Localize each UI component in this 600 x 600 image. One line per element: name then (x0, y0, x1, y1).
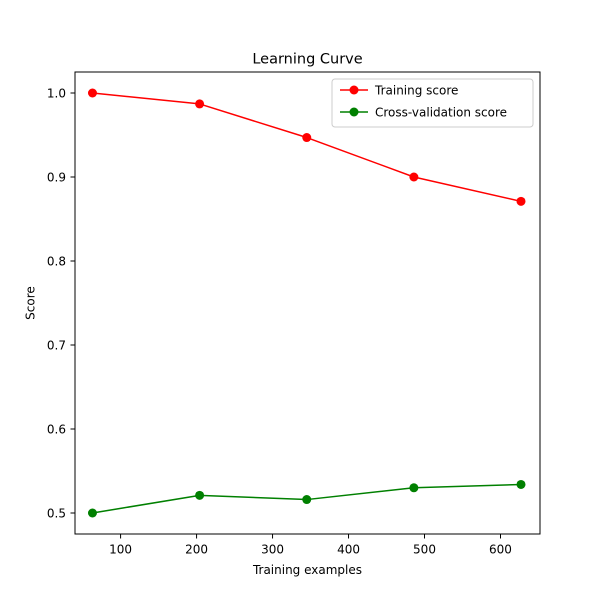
x-tick-label: 500 (413, 543, 436, 557)
legend-cv-label: Cross-validation score (375, 106, 507, 120)
x-axis-label: Training examples (252, 563, 362, 577)
training-point (87, 88, 97, 98)
x-tick-label: 200 (185, 543, 208, 557)
y-tick-label: 0.9 (47, 171, 66, 185)
legend-cv-marker (349, 107, 359, 117)
x-axis-ticks: 100 200 300 400 500 600 (109, 534, 512, 557)
chart-title: Learning Curve (252, 52, 362, 68)
y-tick-label: 1.0 (47, 87, 66, 101)
legend-training-label: Training score (374, 84, 458, 98)
y-tick-label: 0.5 (47, 507, 66, 521)
training-point (409, 172, 419, 182)
y-tick-label: 0.7 (47, 339, 66, 353)
cross-validation-point (87, 508, 97, 518)
y-tick-label: 0.8 (47, 255, 66, 269)
cross-validation-point (409, 483, 419, 493)
cross-validation-point (195, 490, 205, 500)
legend-box (331, 78, 534, 128)
y-tick-label: 0.6 (47, 423, 66, 437)
x-tick-label: 400 (337, 543, 360, 557)
y-axis-ticks: 0.5 0.6 0.7 0.8 0.9 1.0 (47, 87, 75, 521)
y-axis-label: Score (24, 286, 38, 320)
legend: Training score Cross-validation score (331, 78, 534, 128)
x-tick-label: 300 (261, 543, 284, 557)
series-layer (87, 88, 526, 518)
training-point (516, 196, 526, 206)
x-tick-label: 100 (109, 543, 132, 557)
legend-training-marker (349, 85, 359, 95)
training-point (195, 99, 205, 109)
plot-area-frame (74, 71, 541, 535)
cross-validation-point (516, 479, 526, 489)
training-point (302, 133, 312, 143)
x-tick-label: 600 (489, 543, 512, 557)
cross-validation-point (302, 495, 312, 505)
